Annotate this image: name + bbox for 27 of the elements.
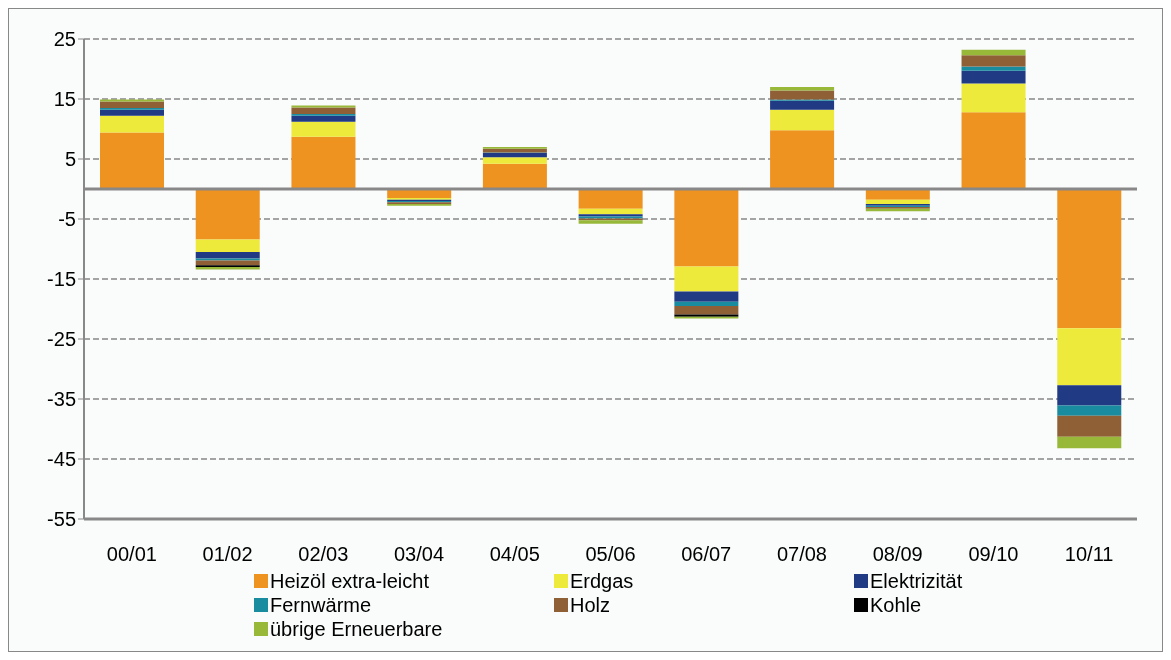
legend-label: Elektrizität [870, 569, 963, 593]
y-tick-label: -35 [47, 388, 76, 411]
legend-label: Heizöl extra-leicht [270, 569, 429, 593]
x-tick-label: 03/04 [394, 543, 445, 566]
x-tick-label: 09/10 [968, 543, 1019, 566]
y-tick-label: -15 [47, 268, 76, 291]
x-tick-label: 00/01 [106, 543, 157, 566]
x-tick-label: 08/09 [872, 543, 923, 566]
legend-label: übrige Erneuerbare [270, 617, 443, 641]
y-tick-label: -5 [58, 208, 76, 231]
x-tick-label: 10/11 [1064, 543, 1114, 566]
x-tick-label: 01/02 [202, 543, 253, 566]
x-tick-label: 05/06 [585, 543, 636, 566]
y-tick-label: -45 [47, 448, 76, 471]
x-tick-label: 02/03 [298, 543, 349, 566]
y-tick-label: -55 [47, 508, 76, 531]
x-tick-label: 04/05 [489, 543, 540, 566]
legend-label: Erdgas [570, 569, 634, 593]
y-tick-label: 5 [64, 148, 76, 171]
legend-label: Holz [570, 593, 611, 617]
y-tick-label: -25 [47, 328, 76, 351]
legend-label: Fernwärme [270, 593, 372, 617]
x-tick-label: 06/07 [681, 543, 732, 566]
legend-label: Kohle [870, 593, 922, 617]
y-tick-label: 25 [53, 28, 76, 51]
y-tick-label: 15 [53, 88, 76, 111]
x-tick-label: 07/08 [776, 543, 827, 566]
